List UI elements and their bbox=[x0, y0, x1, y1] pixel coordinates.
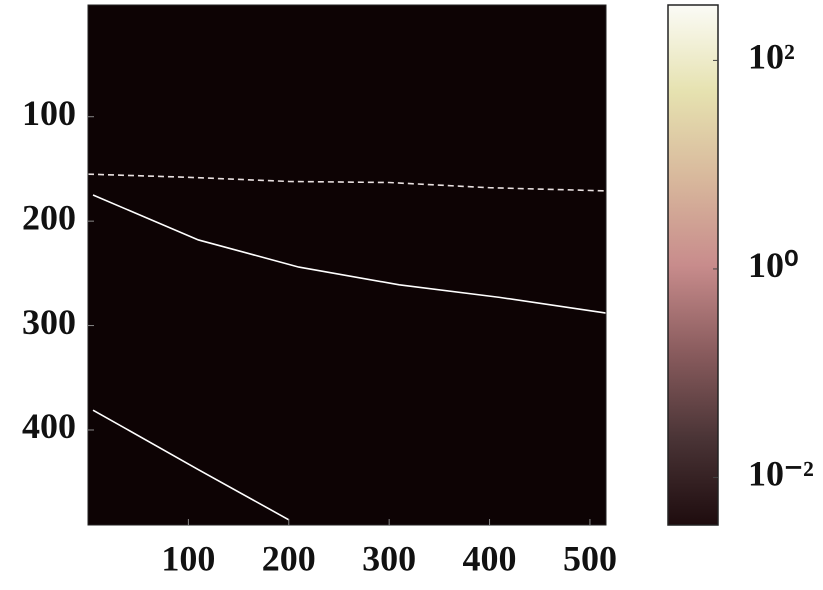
colorbar-tick-label: 10² bbox=[748, 37, 795, 77]
y-tick-label: 400 bbox=[22, 406, 76, 446]
x-tick-label: 400 bbox=[463, 538, 517, 578]
x-tick-label: 100 bbox=[161, 538, 215, 578]
reflector-curve bbox=[87, 173, 607, 192]
x-tick-label: 500 bbox=[563, 538, 617, 578]
reflector-curve bbox=[92, 194, 607, 314]
x-tick-label: 200 bbox=[262, 538, 316, 578]
colorbar bbox=[667, 4, 719, 526]
y-tick-label: 100 bbox=[22, 93, 76, 133]
reflector-curve bbox=[92, 409, 290, 521]
colorbar-tick-label: 10⁻² bbox=[748, 454, 814, 494]
colorbar-tick-label: 10⁰ bbox=[748, 245, 798, 285]
heatmap-background bbox=[88, 5, 606, 525]
y-tick-label: 300 bbox=[22, 302, 76, 342]
x-tick-label: 300 bbox=[362, 538, 416, 578]
plot-frame bbox=[87, 4, 607, 526]
y-tick-label: 200 bbox=[22, 197, 76, 237]
